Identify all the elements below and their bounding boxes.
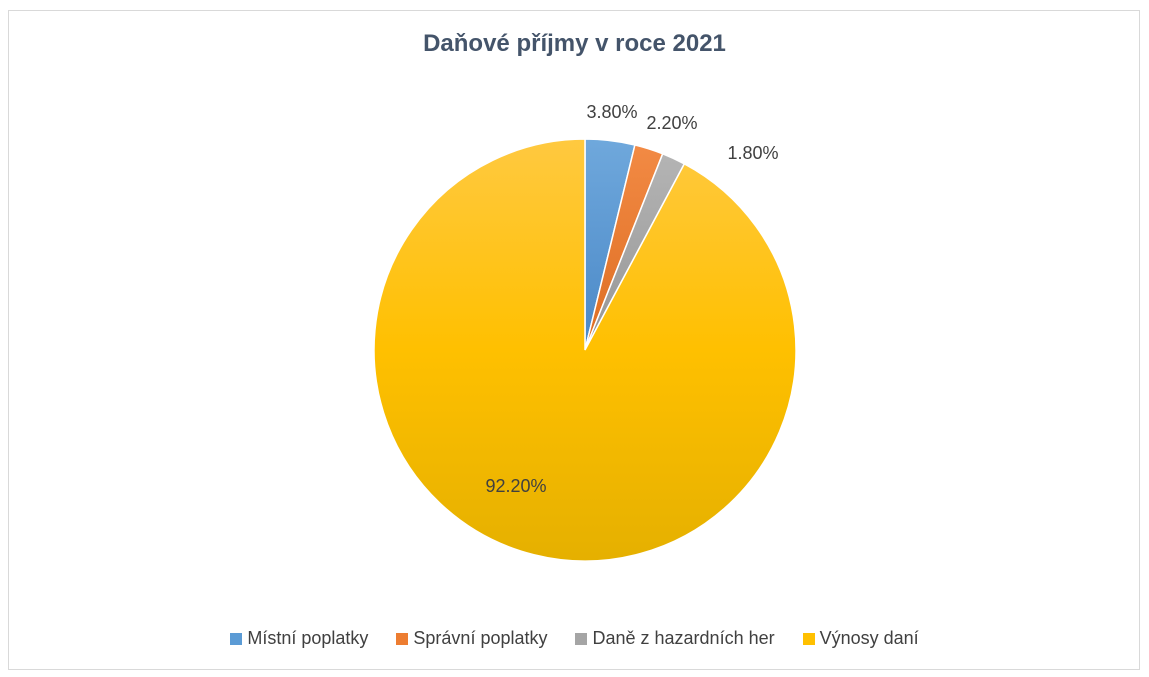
legend-item-2: Správní poplatky <box>396 628 547 649</box>
pie-slice-4 <box>373 138 797 562</box>
legend-item-1: Místní poplatky <box>230 628 368 649</box>
legend-swatch <box>802 632 815 645</box>
legend-item-3: Daně z hazardních her <box>575 628 775 649</box>
legend-label: Správní poplatky <box>413 628 548 648</box>
legend-swatch <box>230 632 243 645</box>
legend-label: Daně z hazardních her <box>592 628 775 648</box>
data-label-4: 92.20% <box>485 476 546 496</box>
legend-label: Místní poplatky <box>247 628 369 648</box>
chart-legend: Místní poplatky Správní poplatky Daně z ha… <box>0 628 1149 649</box>
legend-swatch <box>575 632 588 645</box>
data-label-2: 2.20% <box>646 113 697 133</box>
legend-item-4: Výnosy daní <box>802 628 919 649</box>
chart-title: Daňové příjmy v roce 2021 <box>423 30 726 57</box>
legend-swatch <box>396 632 409 645</box>
data-label-1: 3.80% <box>586 102 637 122</box>
data-label-3: 1.80% <box>727 143 778 163</box>
legend-label: Výnosy daní <box>819 628 919 648</box>
